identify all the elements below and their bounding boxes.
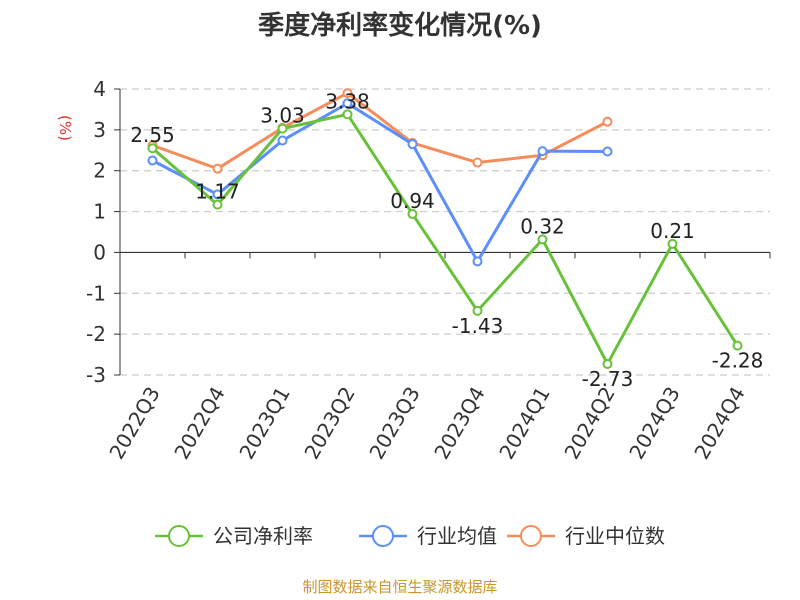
series-line [151,101,608,263]
legend-label: 行业均值 [417,524,497,548]
x-tick-label: 2024Q1 [494,383,554,464]
series-line [151,91,609,171]
data-point [602,116,613,127]
data-label: 1.17 [195,180,240,204]
data-label: 0.32 [520,214,565,238]
x-tick-label: 2024Q4 [689,383,749,464]
x-tick-label: 2023Q2 [299,383,359,464]
data-labels: 2.55 1.17 3.03 3.38 0.94 -1.43 0.32 -2.73 0.21 -2… [130,89,763,391]
data-point [342,109,353,120]
y-tick-label: -3 [86,363,106,387]
data-point [212,189,223,200]
legend-item-1: 行业均值 [359,524,497,548]
legend-label: 行业中位数 [565,524,665,548]
data-label: 0.94 [390,189,435,213]
data-point [212,163,223,174]
x-tick-label: 2023Q4 [429,383,489,464]
legend-item-0: 公司净利率 [155,524,313,548]
legend-marker-icon [520,525,542,547]
y-tick-label: -1 [86,281,106,305]
y-tick-label: -2 [86,322,106,346]
data-point [147,143,158,154]
data-point [407,139,418,150]
series-0 [147,109,743,369]
y-axis-unit-label: (%) [56,115,74,141]
series-2 [147,88,613,174]
data-point [407,209,418,220]
chart-title: 季度净利率变化情况(%) [258,10,542,41]
legend-item-2: 行业中位数 [507,524,665,548]
data-label: -2.28 [712,349,764,373]
y-tick-label: 0 [93,240,106,264]
data-point [472,157,483,168]
y-tick-label: 3 [93,118,106,142]
legend-label: 公司净利率 [213,524,313,548]
data-point [277,123,288,134]
data-label: -2.73 [582,367,634,391]
x-tick-label: 2022Q3 [104,383,164,464]
series-layer [147,88,743,369]
y-tick-label: 1 [93,200,106,224]
x-tick-label: 2022Q4 [169,383,229,464]
data-label: 3.03 [260,104,305,128]
y-tick-label: 4 [93,77,106,101]
data-point [602,358,613,369]
legend-marker-icon [372,525,394,547]
gridlines [120,88,770,376]
series-1 [147,98,613,267]
data-point [537,234,548,245]
x-tick-label: 2024Q2 [559,383,619,464]
series-line [151,112,739,366]
data-point [342,88,353,99]
x-tick-label: 2023Q3 [364,383,424,464]
legend-marker-icon [168,525,190,547]
data-label: 2.55 [130,123,175,147]
data-label: 3.38 [325,89,370,113]
y-tick-label: 2 [93,159,106,183]
x-tick-label: 2023Q1 [234,383,294,464]
x-tick-label: 2024Q3 [624,383,684,464]
data-label: -1.43 [452,314,504,338]
data-point [732,340,743,351]
data-point [212,199,223,210]
data-point [277,135,288,146]
data-point [472,256,483,267]
data-label: 0.21 [650,219,695,243]
source-note: 制图数据来自恒生聚源数据库 [302,578,497,596]
data-point [342,98,353,109]
data-point [147,155,158,166]
data-point [472,305,483,316]
data-point [602,146,613,157]
data-point [667,238,678,249]
legend: 公司净利率 行业均值 行业中位数 [155,524,665,548]
data-point [537,146,548,157]
